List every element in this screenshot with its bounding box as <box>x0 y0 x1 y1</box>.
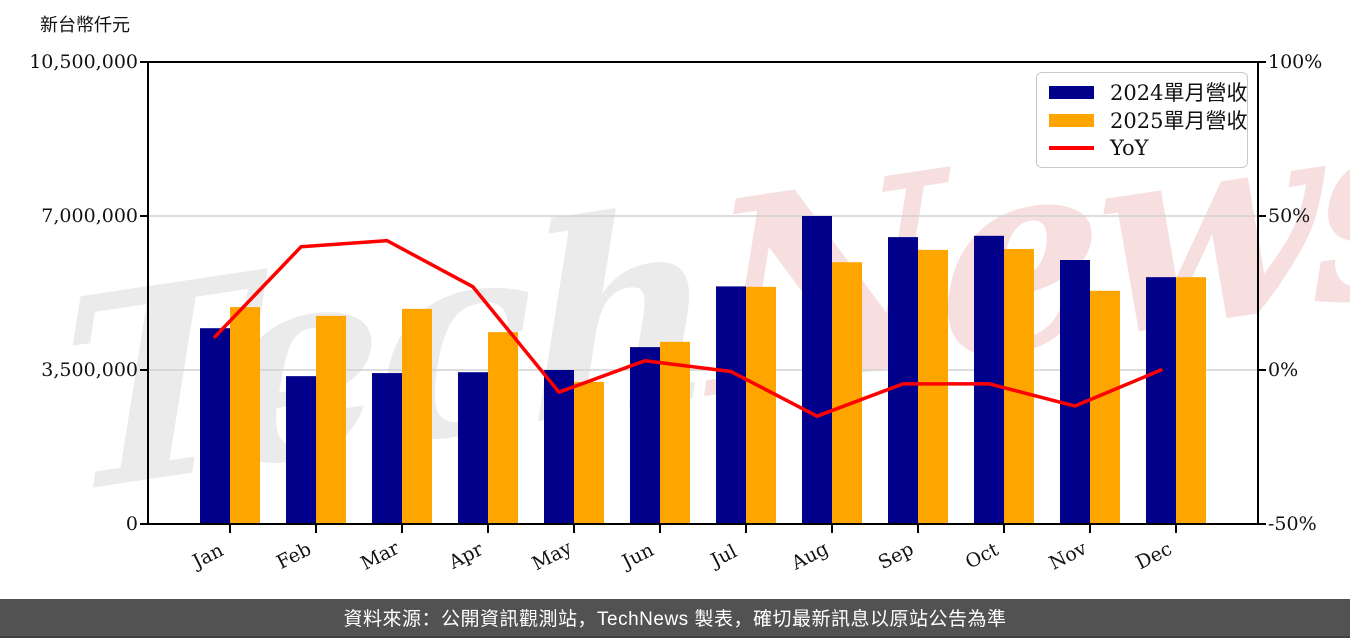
legend-item-yoy: YoY <box>1049 134 1235 162</box>
y-axis-left-tick-label: 10,500,000 <box>29 51 138 73</box>
y-axis-unit-label: 新台幣仟元 <box>40 15 130 36</box>
bar-2024-aug <box>802 216 832 524</box>
bar-2025-may <box>574 381 604 524</box>
bar-2025-aug <box>832 262 862 524</box>
bar-2024-mar <box>372 373 402 524</box>
bar-2024-jan <box>200 328 230 524</box>
plot-frame <box>147 61 1259 525</box>
legend-swatch-2025-icon <box>1049 113 1094 127</box>
bar-2024-sep <box>888 237 918 524</box>
legend-label-2025: 2025單月營收 <box>1110 109 1248 133</box>
source-footer-text: 資料來源：公開資訊觀測站，TechNews 製表，確切最新訊息以原站公告為準 <box>343 609 1007 630</box>
bar-2025-nov <box>1090 290 1120 524</box>
legend: 2024單月營收 2025單月營收 YoY <box>1036 72 1248 168</box>
legend-item-2025: 2025單月營收 <box>1049 106 1247 134</box>
bar-2025-apr <box>488 332 518 524</box>
y-axis-right-tick-label: -50% <box>1268 513 1317 535</box>
source-footer: 資料來源：公開資訊觀測站，TechNews 製表，確切最新訊息以原站公告為準 <box>0 599 1350 638</box>
y-axis-right-tick-label: 50% <box>1268 205 1311 227</box>
legend-swatch-yoy-line-icon <box>1049 146 1094 150</box>
bar-2025-oct <box>1004 249 1034 524</box>
bar-2024-may <box>544 370 574 524</box>
bar-2025-jul <box>746 286 776 524</box>
bar-2024-jun <box>630 347 660 524</box>
bar-2025-jun <box>660 341 690 524</box>
yoy-line <box>213 238 1163 418</box>
y-axis-right-tick-label: 0% <box>1268 359 1299 381</box>
y-axis-left-tick-label: 7,000,000 <box>41 205 138 227</box>
y-axis-right-tick-label: 100% <box>1268 51 1323 73</box>
y-axis-left-tick-label: 0 <box>125 513 138 535</box>
bar-2025-sep <box>918 249 948 524</box>
bar-2024-apr <box>458 372 488 524</box>
bar-2025-feb <box>316 315 346 524</box>
bar-2024-nov <box>1060 260 1090 524</box>
legend-swatch-2024-icon <box>1049 85 1094 99</box>
y-axis-left-tick-label: 3,500,000 <box>41 359 138 381</box>
legend-label-yoy: YoY <box>1110 136 1149 160</box>
bar-2024-feb <box>286 376 316 524</box>
bar-2025-mar <box>402 308 432 524</box>
legend-item-2024: 2024單月營收 <box>1049 78 1247 106</box>
bar-2024-dec <box>1146 277 1176 524</box>
bar-2024-jul <box>716 286 746 524</box>
bar-2024-oct <box>974 235 1004 525</box>
legend-label-2024: 2024單月營收 <box>1110 81 1248 105</box>
bar-2025-jan <box>230 307 260 524</box>
bar-2025-dec <box>1176 277 1206 524</box>
